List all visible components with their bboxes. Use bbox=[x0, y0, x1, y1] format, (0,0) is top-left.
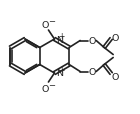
Text: O: O bbox=[111, 72, 119, 81]
Text: O: O bbox=[42, 20, 49, 29]
Text: +: + bbox=[58, 65, 64, 74]
Text: −: − bbox=[48, 81, 55, 90]
Text: +: + bbox=[58, 32, 64, 41]
Text: O: O bbox=[111, 34, 119, 43]
Text: O: O bbox=[88, 37, 96, 46]
Text: O: O bbox=[42, 84, 49, 93]
Text: −: − bbox=[48, 17, 55, 26]
Text: N: N bbox=[56, 69, 63, 78]
Text: N: N bbox=[56, 35, 63, 44]
Text: O: O bbox=[88, 67, 96, 76]
